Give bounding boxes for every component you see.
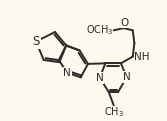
Text: N: N: [123, 72, 130, 82]
Text: N: N: [96, 73, 104, 83]
Text: N: N: [63, 68, 71, 78]
Text: CH$_3$: CH$_3$: [104, 105, 124, 119]
Text: OCH$_3$: OCH$_3$: [86, 23, 114, 37]
Text: NH: NH: [134, 52, 149, 62]
Text: O: O: [120, 18, 128, 28]
Text: S: S: [32, 35, 40, 48]
